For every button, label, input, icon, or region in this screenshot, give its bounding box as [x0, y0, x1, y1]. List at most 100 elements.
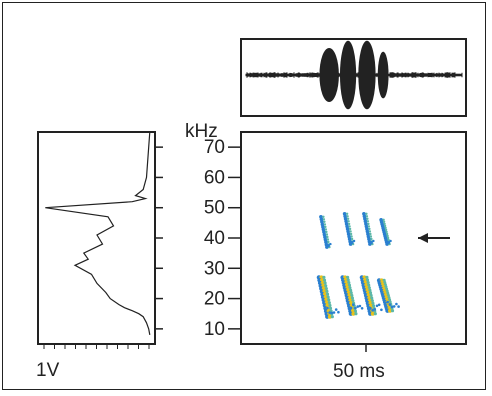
spectrogram-calls [316, 212, 400, 319]
power-spectrum-panel [37, 131, 156, 345]
freq-tick-label: 50 [204, 198, 225, 219]
waveform-pulse [358, 40, 376, 110]
spectrogram-pixel [328, 303, 332, 308]
spectrogram-pixel [348, 225, 351, 228]
spectrogram-pixel [322, 218, 326, 221]
spectrogram-pixel [382, 218, 385, 221]
spectrogram-pixel [346, 215, 349, 218]
spectrogram-pixel [366, 217, 369, 220]
spectrogram-pixel [385, 232, 389, 236]
freq-tick-labels: 10 20 30 40 50 60 70 [204, 137, 225, 340]
spectrogram-pixel [371, 304, 376, 308]
spectrogram-pixel [390, 309, 395, 313]
spectrogram-pixel [325, 233, 329, 236]
spectrogram-pixel [352, 303, 355, 307]
spectrogram-pixel [347, 220, 350, 223]
spectrogram-pixel [346, 217, 350, 220]
waveform-panel [240, 38, 467, 117]
waveform-pulse [319, 48, 339, 102]
spectrogram-pixel [322, 278, 327, 282]
spectrogram-pixel [368, 288, 372, 292]
spectrogram-pixel [387, 241, 391, 244]
spectrogram-pixel [388, 303, 392, 306]
spectrogram-pixel [325, 289, 329, 293]
spectrogram-pixel [348, 286, 352, 290]
spectrogram-pixel [349, 230, 352, 233]
spectrogram-pixel [325, 292, 330, 296]
spectrogram-pixel [349, 288, 353, 292]
spectrogram-pixel [348, 227, 352, 231]
spectrogram-pixel [350, 296, 354, 300]
spectrogram-pixel [373, 312, 377, 316]
spectrogram-pixel [324, 287, 328, 291]
spectrogram-pixel [368, 291, 373, 295]
power-spectrum-x-ticks [43, 344, 150, 349]
spectrogram-pixel [370, 311, 375, 316]
spectrogram-pixel [327, 314, 332, 319]
spectrogram-pixel [397, 305, 400, 308]
spectrogram-pixel [330, 315, 334, 319]
spectrogram-call [359, 212, 383, 316]
spectrogram-pixel [326, 235, 329, 239]
power-spectrum-y-ticks [155, 146, 163, 330]
arrow-annotation [418, 233, 450, 243]
waveform-trace [245, 40, 463, 110]
spectrogram-pixel [386, 236, 390, 240]
spectrogram-pixel [367, 225, 371, 228]
spectrogram-pixel [386, 300, 389, 304]
spectrogram-pixel [350, 237, 354, 241]
spectrogram-pixel [350, 241, 354, 244]
spectrogram-pixel [375, 304, 379, 308]
spectrogram-pixel [395, 302, 398, 306]
spectrogram-pixel [326, 238, 330, 241]
spectrogram-pixel [383, 224, 387, 228]
spectrogram-pixel [325, 230, 328, 234]
spectrogram-pixel [392, 305, 396, 308]
spectrogram-pixel [382, 220, 386, 223]
freq-tick-label: 60 [204, 167, 225, 188]
spectrogram-pixel [390, 305, 394, 309]
spectrogram-pixel [369, 241, 373, 244]
spectrogram-pixel [327, 240, 330, 244]
spectrogram-pixel [365, 278, 370, 282]
freq-tick-label: 40 [204, 228, 225, 249]
spectrogram-pixel [324, 228, 328, 231]
spectrogram-pixel [372, 239, 375, 243]
spectrogram-pixel [369, 235, 373, 238]
spectrogram-pixel [349, 291, 353, 295]
spectrogram-pixel [326, 306, 329, 310]
time-scale-label: 50 ms [333, 361, 385, 382]
freq-tick-label: 20 [204, 289, 225, 310]
spectrogram-pixel [334, 308, 338, 311]
spectrogram-pixel [347, 222, 351, 226]
spectrogram-pixel [365, 275, 369, 279]
spectrogram-pixel [323, 281, 327, 285]
spectrogram-pixel [368, 227, 371, 231]
spectrogram-pixel [326, 244, 330, 248]
spectrogram-pixel [369, 293, 373, 298]
spectrogram-pixel [326, 295, 330, 299]
amplitude-scale-label: 1V [36, 360, 60, 381]
spectrogram-pixel [370, 299, 374, 303]
spectrogram-pixel [360, 307, 364, 310]
spectrogram-pixel [387, 238, 390, 242]
spectrogram-pixel [351, 311, 356, 316]
waveform-pulse [339, 40, 357, 110]
spectrogram-pixel [327, 301, 331, 305]
spectrogram-pixel [349, 232, 353, 236]
spectrogram-pixel [349, 306, 353, 310]
freq-unit-label: kHz [185, 121, 218, 142]
freq-tick-label: 30 [204, 258, 225, 279]
spectrogram-pixel [365, 212, 368, 215]
spectrogram-pixel [356, 305, 360, 308]
spectrogram-pixel [370, 237, 373, 241]
spectrogram-pixel [373, 308, 377, 311]
spectrogram-pixel [371, 301, 375, 305]
spectrogram-pixel [370, 296, 374, 300]
spectrogram-pixel [351, 299, 355, 303]
spectrogram-pixel [384, 226, 387, 230]
spectrogram-pixel [352, 239, 356, 243]
spectrogram-pixel [367, 222, 370, 226]
